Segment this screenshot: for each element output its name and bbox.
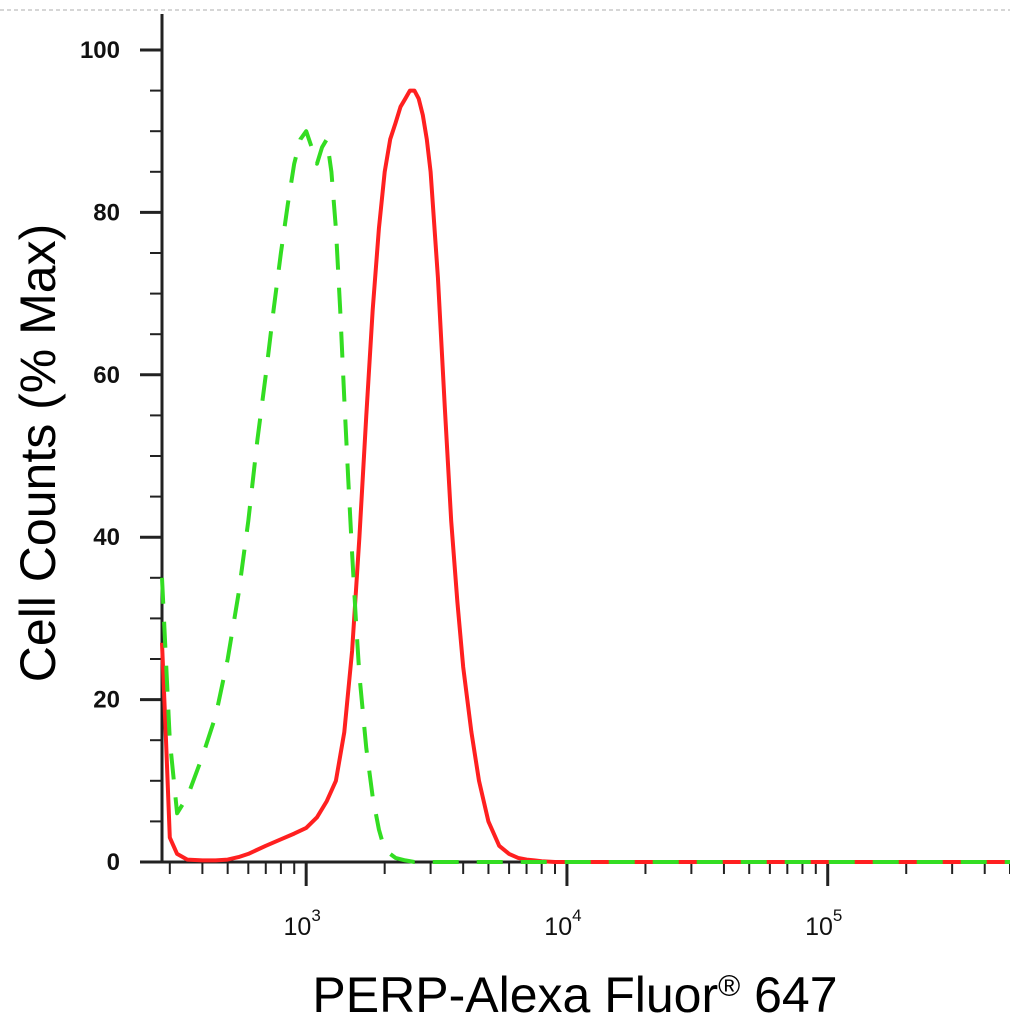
- x-axis-title: PERP-Alexa Fluor® 647: [312, 967, 837, 1019]
- series-line-solid-red: [160, 88, 1010, 864]
- y-tick-label: 20: [93, 687, 120, 714]
- y-tick-label: 40: [93, 524, 120, 551]
- series-layer: [160, 88, 1010, 864]
- x-axis-title-main: PERP-Alexa Fluor: [312, 967, 718, 1019]
- series-line-dashed-green: [160, 129, 1010, 864]
- plot-frame: [0, 9, 1010, 864]
- y-tick-label: 100: [80, 37, 120, 64]
- y-tick-label: 60: [93, 362, 120, 389]
- x-tick-label: 103: [284, 906, 321, 941]
- y-tick-label: 0: [107, 849, 120, 876]
- y-axis-title: Cell Counts (% Max): [10, 224, 66, 682]
- y-axis: 0 20 40 60 80 100: [80, 37, 162, 876]
- y-tick-label: 80: [93, 199, 120, 226]
- x-tick-label: 105: [805, 906, 842, 941]
- x-axis-title-suffix: 647: [740, 967, 837, 1019]
- x-tick-label: 104: [544, 906, 581, 941]
- x-axis: 103 104 105: [168, 862, 1010, 941]
- x-axis-title-superscript: ®: [718, 970, 740, 1003]
